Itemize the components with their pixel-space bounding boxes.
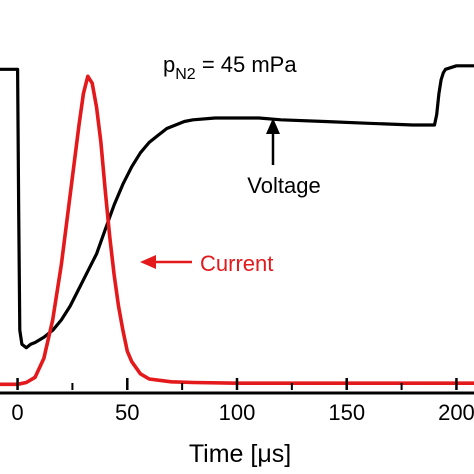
current-series-line bbox=[0, 74, 474, 387]
current-annotation: Current bbox=[140, 251, 273, 276]
x-tick-label: 200 bbox=[438, 400, 474, 425]
x-tick-label: 100 bbox=[219, 400, 256, 425]
x-tick-label: 0 bbox=[11, 400, 23, 425]
x-axis: 0 50 100 150 200 bbox=[11, 378, 474, 425]
x-axis-title: Time [μs] bbox=[189, 440, 291, 468]
chart-title: pN2 = 45 mPa bbox=[163, 52, 297, 83]
series-layer bbox=[0, 64, 474, 387]
chart-title-subscript: N2 bbox=[175, 66, 196, 83]
chart-title-rest: = 45 mPa bbox=[196, 52, 298, 77]
voltage-annotation: Voltage bbox=[247, 118, 321, 198]
plot-frame bbox=[0, 391, 474, 395]
x-tick-label: 50 bbox=[115, 400, 139, 425]
chart-title-main: p bbox=[163, 52, 175, 77]
voltage-series-line bbox=[0, 64, 474, 350]
voltage-arrow-head bbox=[266, 118, 280, 134]
current-arrow-head bbox=[140, 255, 156, 269]
current-label: Current bbox=[200, 251, 273, 276]
x-tick-label: 150 bbox=[328, 400, 365, 425]
voltage-label: Voltage bbox=[247, 173, 320, 198]
